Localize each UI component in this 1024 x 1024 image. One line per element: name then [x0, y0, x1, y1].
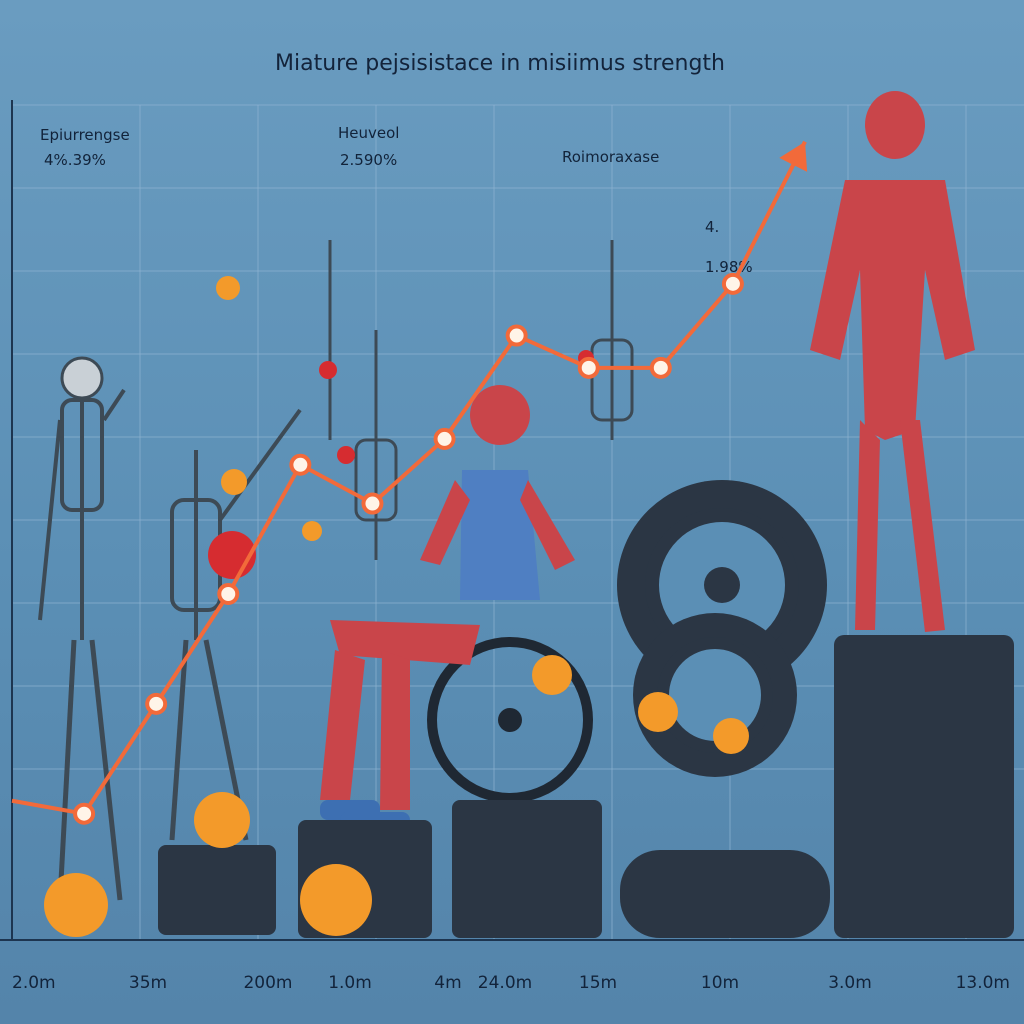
annotation-4: 4. 1.98%	[705, 218, 753, 276]
hanging-skeleton	[319, 240, 398, 560]
data-point	[73, 802, 96, 825]
x-tick-labels: 2.0m 35m 200m 1.0m 4m 24.0m 15m 10m 3.0m 13.0m	[12, 973, 1010, 993]
x-tick-label: 35m	[129, 973, 167, 993]
data-point	[721, 272, 744, 295]
series-arrowhead	[779, 141, 808, 172]
annotation-2-label: Heuveol	[338, 124, 399, 142]
annotation-2: Heuveol 2.590%	[338, 124, 399, 169]
x-tick-label: 13.0m	[956, 973, 1010, 993]
data-point	[145, 692, 168, 715]
data-point	[433, 427, 456, 450]
data-point	[217, 583, 240, 605]
plate-stack	[158, 635, 1014, 938]
x-tick-label: 24.0m	[478, 973, 532, 993]
x-tick-label: 2.0m	[12, 973, 56, 993]
series-line	[11, 140, 807, 816]
chart-title: Miature pejsisistace in misiimus strengt…	[275, 51, 725, 76]
data-point	[577, 356, 600, 379]
x-tick-label: 3.0m	[828, 973, 872, 993]
x-tick-label: 200m	[243, 973, 292, 993]
data-point	[649, 356, 672, 379]
data-point	[289, 453, 312, 476]
annotation-1: Epiurrengse 4%.39%	[40, 126, 130, 169]
annotation-1-label: Epiurrengse	[40, 126, 130, 144]
data-point	[361, 492, 384, 515]
x-tick-label: 1.0m	[328, 973, 372, 993]
series-layer	[11, 140, 808, 825]
annotation-3-label: Roimoraxase	[562, 148, 659, 166]
x-tick-label: 4m	[434, 973, 461, 993]
annotation-2-value: 2.590%	[340, 151, 397, 169]
ball-decorations	[44, 276, 749, 937]
hanging-skeleton	[578, 240, 634, 440]
skeleton-figure	[38, 356, 126, 901]
annotation-1-value: 4%.39%	[44, 151, 106, 169]
annotation-4-label: 4.	[705, 218, 719, 236]
wheelchair-athlete	[320, 385, 593, 830]
data-point	[505, 324, 528, 347]
gear-stack	[617, 480, 827, 777]
x-tick-label: 10m	[701, 973, 739, 993]
annotation-3: Roimoraxase	[562, 148, 659, 166]
muscular-figure	[810, 91, 975, 632]
x-tick-label: 15m	[579, 973, 617, 993]
